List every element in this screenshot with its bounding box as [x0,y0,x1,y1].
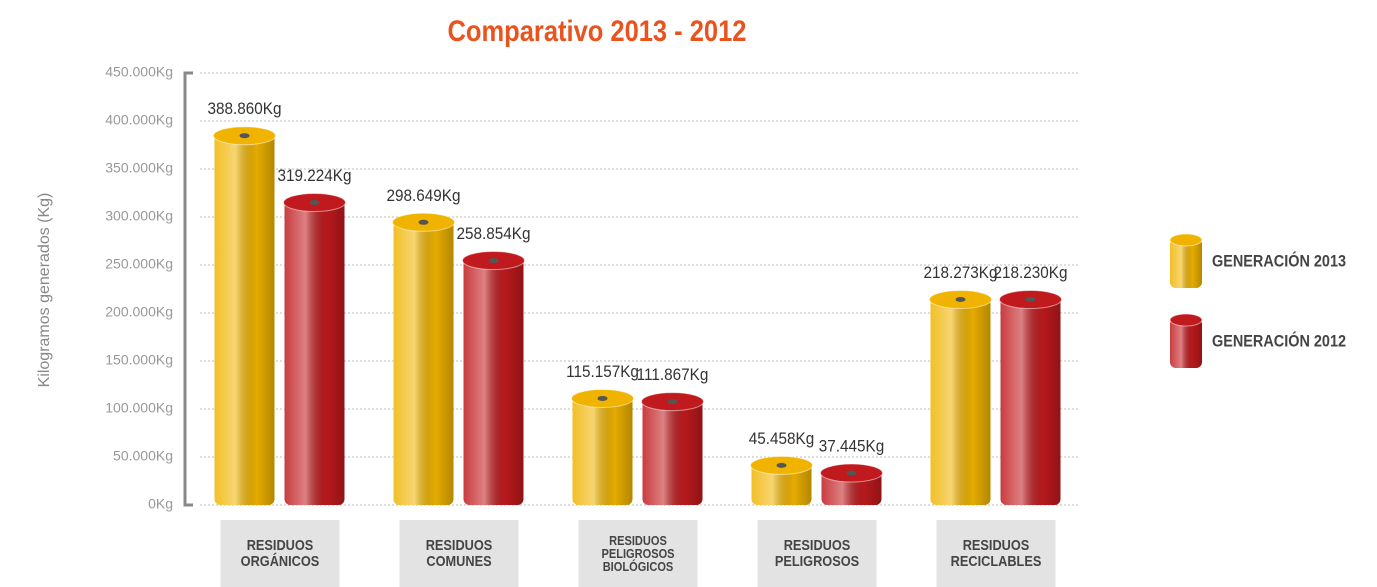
bar-shine [463,256,524,505]
bin-lid-hole [776,462,787,468]
value-label: 111.867Kg [637,365,709,384]
bin-lid-hole [846,470,857,476]
bar-shine [1000,295,1061,505]
x-tick-label: RESIDUOS COMUNES [399,520,518,587]
bin-lid-hole [488,258,499,264]
bar-shine [393,218,454,505]
bin-lid-hole [239,133,250,139]
bin-lid-hole [1025,296,1036,302]
y-tick-label: 300.000Kg [105,208,173,224]
x-tick-label: RESIDUOS RECICLABLES [936,520,1055,587]
y-tick-label: 150.000Kg [105,352,173,368]
x-tick-label: RESIDUOS PELIGROSOS BIOLÓGICOS [578,520,697,587]
bin-lid-hole [955,296,966,302]
bin-lid-hole [597,395,608,401]
bin-lid-hole [667,399,678,405]
legend-lid [1169,313,1203,327]
y-tick-label: 400.000Kg [105,112,173,128]
y-axis-label: Kilogramos generados (Kg) [36,193,53,388]
bar-shine [642,397,703,505]
x-tick-label: RESIDUOS PELIGROSOS [757,520,876,587]
legend-swatch-shine [1170,238,1202,288]
legend-swatch-shine [1170,318,1202,368]
bar-shine [930,295,991,505]
y-tick-label: 250.000Kg [105,256,173,272]
y-tick-label: 200.000Kg [105,304,173,320]
value-label: 37.445Kg [819,437,884,456]
y-tick-label: 100.000Kg [105,400,173,416]
value-label: 319.224Kg [278,166,352,185]
legend-label: GENERACIÓN 2012 [1212,330,1346,350]
value-label: 218.230Kg [994,263,1068,282]
value-label: 298.649Kg [387,186,461,205]
legend-label: GENERACIÓN 2013 [1212,250,1346,270]
value-label: 115.157Kg [566,362,639,381]
bar-shine [572,394,633,505]
x-tick-label: RESIDUOS ORGÁNICOS [220,520,339,587]
value-label: 258.854Kg [457,224,531,243]
bar-shine [214,131,275,505]
bin-lid-hole [309,200,320,206]
value-label: 388.860Kg [208,99,282,118]
bar-shine [284,198,345,505]
bin-lid-hole [418,219,429,225]
value-label: 45.458Kg [749,429,814,448]
y-tick-label: 0Kg [148,496,173,512]
y-tick-label: 50.000Kg [113,448,173,464]
chart-title: Comparativo 2013 - 2012 [448,14,747,47]
value-label: 218.273Kg [924,263,998,282]
legend-lid [1169,233,1203,247]
y-tick-label: 350.000Kg [105,160,173,176]
y-tick-label: 450.000Kg [105,64,173,80]
y-axis [183,71,193,507]
